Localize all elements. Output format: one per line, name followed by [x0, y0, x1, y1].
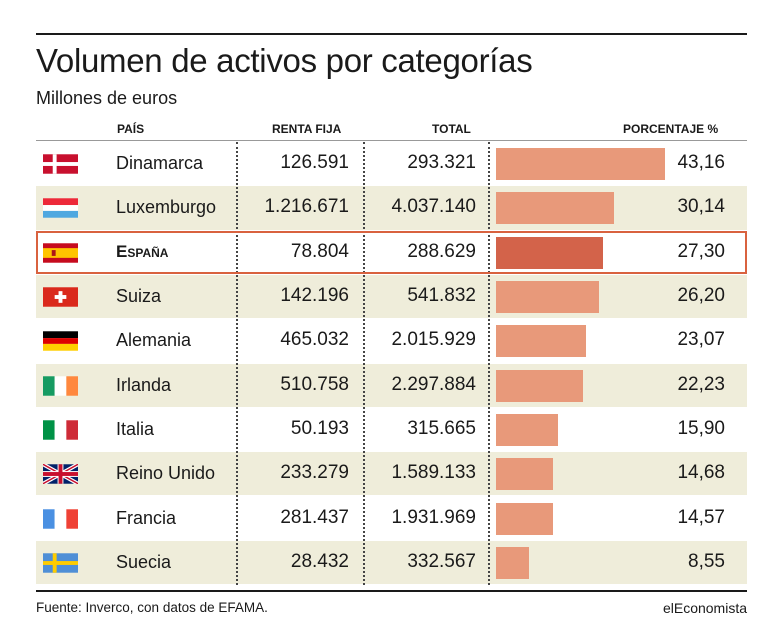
luxembourg-flag — [43, 198, 78, 219]
percentage-value: 22,23 — [677, 373, 725, 395]
percentage-value: 43,16 — [677, 152, 725, 174]
percentage-bar — [496, 369, 584, 402]
chart-title: Volumen de activos por categorías — [36, 42, 533, 79]
switzerland-flag — [43, 287, 78, 307]
fixed-income-value: 28.432 — [290, 550, 349, 572]
top-rule — [36, 33, 747, 35]
fixed-income-value: 233.279 — [280, 462, 349, 484]
sweden-flag — [43, 553, 78, 573]
country-name: Suecia — [116, 551, 172, 572]
total-value: 2.297.884 — [391, 373, 476, 395]
percentage-value: 14,57 — [677, 506, 725, 528]
spain-flag — [43, 243, 78, 263]
fixed-income-value: 281.437 — [280, 506, 349, 528]
total-value: 293.321 — [407, 152, 476, 174]
fixed-income-value: 126.591 — [280, 152, 349, 174]
table-row: Irlanda 510.758 2.297.884 22,23 — [36, 363, 747, 407]
percentage-bar — [496, 325, 587, 358]
percentage-bar — [496, 236, 603, 269]
percentage-bar — [496, 502, 554, 535]
percentage-bar — [496, 546, 530, 579]
bottom-rule — [36, 590, 747, 592]
table-row: Francia 281.437 1.931.969 14,57 — [36, 496, 747, 539]
country-name: Reino Unido — [116, 463, 216, 484]
table-row: Suecia 28.432 332.567 8,55 — [36, 540, 747, 584]
total-value: 2.015.929 — [391, 329, 476, 351]
country-name: Luxemburgo — [116, 197, 217, 218]
country-name: Francia — [116, 507, 177, 528]
column-divider — [488, 142, 490, 585]
total-value: 1.931.969 — [391, 506, 476, 528]
fixed-income-value: 142.196 — [280, 285, 349, 307]
fixed-income-value: 510.758 — [280, 373, 349, 395]
percentage-value: 8,55 — [688, 550, 725, 572]
brand-logo-text: elEconomista — [662, 600, 747, 616]
total-value: 1.589.133 — [391, 462, 476, 484]
percentage-bar — [496, 281, 599, 314]
italy-flag — [43, 420, 78, 440]
total-value: 4.037.140 — [391, 196, 476, 218]
denmark-flag — [43, 154, 78, 174]
percentage-bar — [496, 148, 665, 181]
percentage-value: 14,68 — [677, 462, 725, 484]
country-name: Suiza — [116, 286, 162, 307]
country-name: Irlanda — [116, 374, 172, 395]
table-row: Dinamarca 126.591 293.321 43,16 — [36, 142, 747, 185]
percentage-value: 26,20 — [677, 285, 725, 307]
header-country: PAÍS — [117, 122, 145, 136]
fixed-income-value: 50.193 — [290, 417, 349, 439]
percentage-bar — [496, 458, 554, 491]
percentage-value: 27,30 — [677, 240, 725, 262]
fixed-income-value: 78.804 — [290, 240, 349, 262]
country-name: Italia — [116, 418, 155, 439]
source-note: Fuente: Inverco, con datos de EFAMA. — [36, 600, 268, 615]
header-percentage: PORCENTAJE % — [623, 122, 719, 136]
germany-flag — [43, 331, 78, 352]
total-value: 315.665 — [407, 417, 476, 439]
header-fixed-income: RENTA FIJA — [272, 122, 342, 136]
fixed-income-value: 465.032 — [280, 329, 349, 351]
data-table: Dinamarca 126.591 293.321 43,16 Luxemburgo 1.… — [36, 142, 747, 585]
percentage-bar — [496, 413, 559, 446]
country-name: Alemania — [116, 330, 192, 351]
total-value: 288.629 — [407, 240, 476, 262]
table-row: Luxemburgo 1.216.671 4.037.140 30,14 — [36, 186, 747, 230]
percentage-bar — [496, 192, 615, 225]
fixed-income-value: 1.216.671 — [264, 196, 349, 218]
table-row: Reino Unido 233.279 1.589.133 14,68 — [36, 452, 747, 496]
country-name: Dinamarca — [116, 153, 204, 174]
country-name: España — [116, 241, 169, 261]
header-rule — [36, 140, 747, 141]
percentage-value: 23,07 — [677, 329, 725, 351]
table-row: España 78.804 288.629 27,30 — [36, 230, 747, 274]
uk-flag — [42, 462, 79, 486]
column-divider — [236, 142, 238, 585]
ireland-flag — [43, 375, 78, 396]
table-row: Italia 50.193 315.665 15,90 — [36, 408, 747, 451]
header-total: TOTAL — [432, 122, 471, 136]
total-value: 541.832 — [407, 285, 476, 307]
table-row: Alemania 465.032 2.015.929 23,07 — [36, 319, 747, 362]
france-flag — [43, 508, 78, 529]
chart-subtitle: Millones de euros — [36, 88, 178, 108]
percentage-value: 15,90 — [677, 417, 725, 439]
percentage-value: 30,14 — [677, 196, 725, 218]
total-value: 332.567 — [407, 550, 476, 572]
table-row: Suiza 142.196 541.832 26,20 — [36, 274, 747, 319]
column-divider — [363, 142, 365, 585]
